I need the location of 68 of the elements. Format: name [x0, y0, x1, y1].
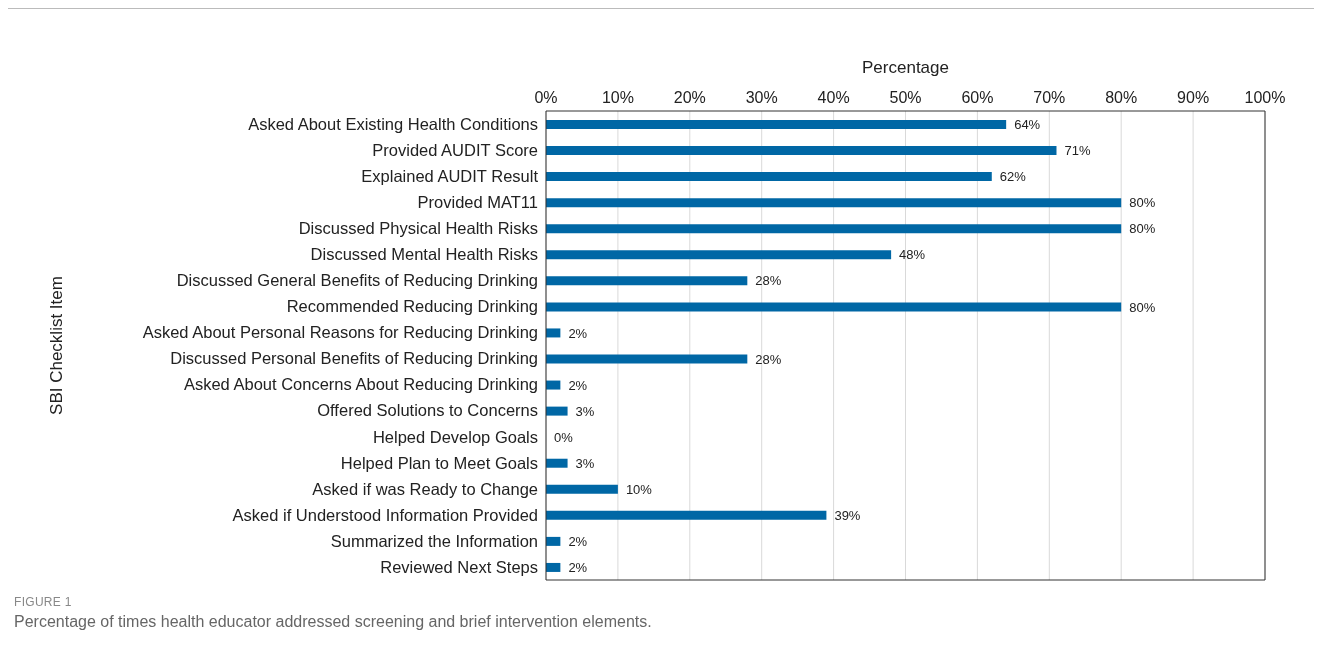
data-label: 28%: [755, 273, 782, 289]
y-tick-label: Recommended Reducing Drinking: [286, 297, 538, 316]
y-tick-label: Helped Plan to Meet Goals: [340, 453, 538, 472]
y-tick-label: Explained AUDIT Result: [361, 167, 539, 185]
y-tick-label: Asked About Personal Reasons for Reducing Drinking: [142, 323, 538, 342]
bar: [546, 250, 892, 260]
y-tick-label: Discussed Physical Health Risks: [298, 219, 538, 238]
y-tick-label: Summarized the Information: [330, 531, 538, 550]
bar: [546, 406, 568, 416]
y-tick-label: Provided AUDIT Score: [372, 140, 538, 159]
y-tick-label: Discussed General Benefits of Reducing Drinking: [176, 271, 538, 290]
y-tick-label: Offered Solutions to Concerns: [317, 401, 538, 420]
caption: FIGURE 1: [14, 595, 73, 609]
data-label: 2%: [568, 325, 588, 341]
data-label: 0%: [554, 429, 574, 445]
data-label: 2%: [568, 534, 588, 549]
data-label: 10%: [625, 481, 653, 497]
data-label: 64%: [1014, 117, 1041, 133]
data-label: 3%: [575, 455, 595, 471]
bar: [546, 224, 1122, 234]
x-tick-label: 40%: [817, 89, 850, 106]
y-tick-label: Discussed Mental Health Risks: [310, 245, 538, 264]
x-axis-title: Percentage: [862, 58, 949, 78]
data-label: 62%: [999, 169, 1027, 185]
y-axis-title: SBI Checklist Item: [47, 276, 67, 415]
x-tick-label: 20%: [673, 89, 706, 106]
x-tick-label: 30%: [745, 89, 778, 106]
bar: [546, 458, 568, 468]
data-label: 80%: [1129, 221, 1156, 237]
bar: [546, 146, 1057, 156]
data-label: 3%: [575, 403, 595, 419]
x-tick-label: 100%: [1244, 89, 1286, 106]
x-tick-label: 80%: [1105, 89, 1138, 106]
data-label: 80%: [1129, 299, 1156, 315]
data-label: 48%: [899, 247, 926, 263]
bar: [546, 484, 618, 494]
bar: [546, 328, 561, 338]
bar: [546, 120, 1007, 129]
y-tick-label: Discussed Personal Benefits of Reducing Drinking: [170, 349, 538, 368]
bar: [546, 536, 561, 546]
text: Percentage of times health educator addressed screening and brief intervention elements.: [14, 613, 653, 631]
x-tick-label: 0%: [534, 89, 558, 106]
bar: [546, 276, 748, 286]
bar: [546, 172, 992, 182]
y-tick-label: Asked if Understood Information Provided: [232, 505, 538, 524]
bar: [546, 380, 561, 390]
y-tick-label: Helped Develop Goals: [372, 427, 538, 446]
y-tick-label: Reviewed Next Steps: [380, 557, 538, 576]
x-tick-label: 90%: [1177, 89, 1210, 106]
data-label: 71%: [1064, 143, 1091, 159]
bar: [546, 562, 561, 572]
data-label: 2%: [568, 377, 588, 393]
data-label: 39%: [834, 507, 861, 523]
bar: [546, 302, 1122, 312]
data-label: 2%: [568, 560, 588, 576]
y-tick-label: Asked if was Ready to Change: [312, 479, 538, 498]
bar: [546, 198, 1122, 208]
y-tick-label: Provided MAT11: [417, 193, 538, 212]
bar: [546, 354, 748, 364]
x-tick-label: 60%: [961, 89, 994, 106]
y-tick-label: Asked About Existing Health Conditions: [248, 114, 538, 133]
y-tick-label: Asked About Concerns About Reducing Drinking: [183, 375, 538, 394]
x-tick-label: 10%: [601, 89, 634, 106]
data-label: 80%: [1129, 195, 1156, 211]
bar: [546, 510, 827, 520]
x-tick-label: 70%: [1033, 89, 1066, 106]
data-label: 28%: [755, 351, 782, 367]
x-tick-label: 50%: [889, 89, 922, 106]
